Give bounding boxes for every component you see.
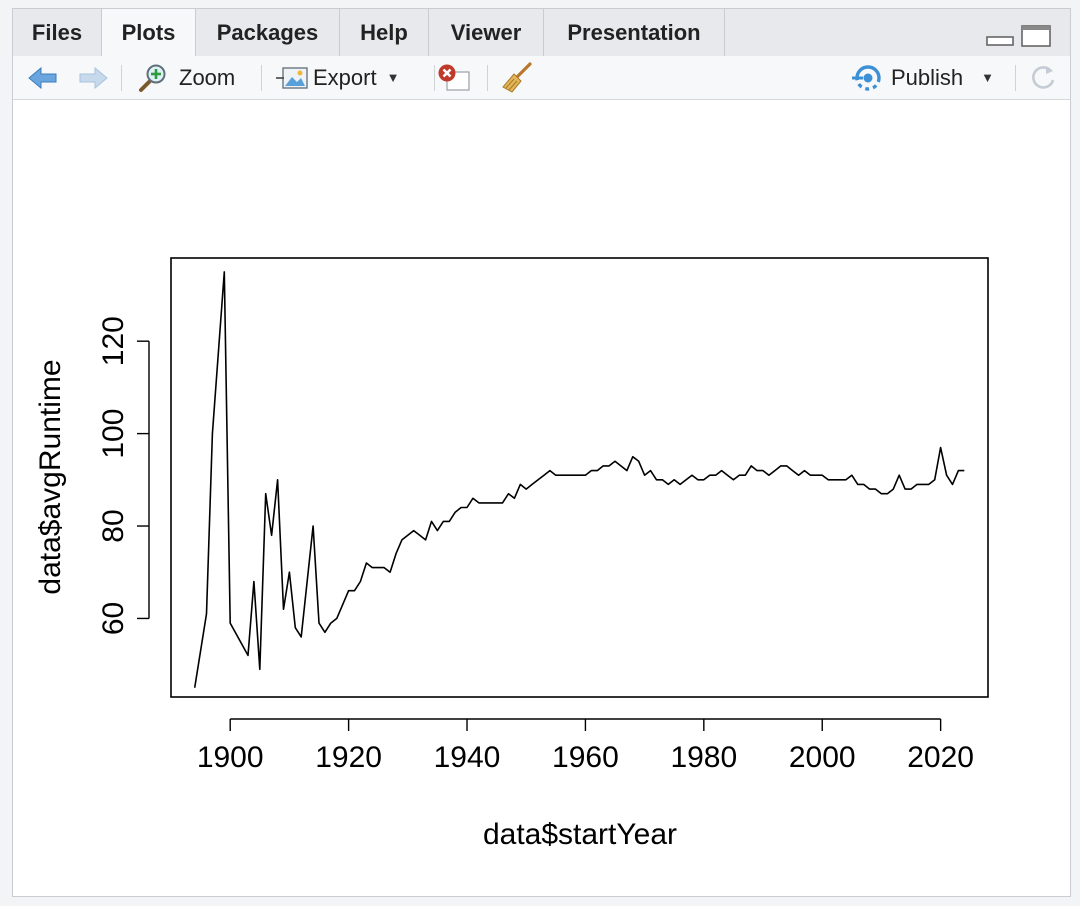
y-tick-label: 100 (97, 409, 130, 459)
tab-packages[interactable]: Packages (196, 9, 340, 56)
export-image-icon (276, 66, 308, 89)
publish-button[interactable]: Publish ▼ (851, 56, 994, 99)
line-chart: 1900 1920 1940 1960 1980 2000 2020 60 80 100 120 d… (34, 257, 989, 851)
remove-plot-icon (438, 64, 470, 91)
tab-viewer[interactable]: Viewer (429, 9, 544, 56)
arrow-left-icon (28, 66, 57, 89)
tab-presentation[interactable]: Presentation (544, 9, 725, 56)
plot-box (170, 257, 989, 698)
plots-toolbar: Zoom Export ▼ (13, 56, 1070, 100)
chart-axes: 1900 1920 1940 1960 1980 2000 2020 60 80 100 120 (97, 257, 989, 774)
toolbar-divider (121, 65, 122, 91)
broom-icon (502, 61, 532, 93)
clear-all-plots-button[interactable] (500, 56, 534, 99)
toolbar-divider (487, 65, 488, 91)
minimize-pane-icon[interactable] (986, 25, 1016, 47)
zoom-label: Zoom (179, 64, 236, 90)
tab-bar: Files Plots Packages Help Viewer Present… (13, 9, 1070, 57)
chevron-down-icon: ▼ (386, 70, 400, 85)
tab-help[interactable]: Help (340, 9, 429, 56)
y-tick-label: 60 (97, 602, 130, 635)
y-axis-label: data$avgRuntime (34, 359, 67, 594)
back-button[interactable] (27, 56, 59, 99)
chevron-down-icon: ▼ (981, 70, 995, 85)
series-line (193, 271, 965, 688)
zoom-button[interactable]: Zoom (137, 56, 235, 99)
x-tick-label: 1920 (315, 741, 382, 774)
y-tick-label: 80 (97, 509, 130, 542)
x-tick-label: 2000 (789, 741, 856, 774)
plots-pane: Files Plots Packages Help Viewer Present… (12, 8, 1071, 897)
x-axis-label: data$startYear (483, 818, 677, 851)
x-tick-label: 1900 (197, 741, 264, 774)
arrow-right-icon (79, 66, 108, 89)
tab-files[interactable]: Files (13, 9, 102, 56)
magnifier-icon (139, 64, 166, 92)
tab-plots[interactable]: Plots (102, 9, 196, 57)
refresh-icon (1032, 65, 1055, 89)
publish-icon (852, 64, 881, 91)
remove-plot-button[interactable] (436, 56, 472, 99)
forward-button[interactable] (77, 56, 109, 99)
toolbar-divider (434, 65, 435, 91)
export-button[interactable]: Export ▼ (275, 56, 399, 99)
publish-label: Publish (891, 64, 964, 90)
refresh-button[interactable] (1027, 56, 1059, 99)
x-tick-label: 2020 (907, 741, 974, 774)
y-tick-label: 120 (97, 316, 130, 366)
x-tick-label: 1940 (434, 741, 501, 774)
plot-viewer: 1900 1920 1940 1960 1980 2000 2020 60 80 100 120 d… (13, 100, 1070, 896)
x-tick-label: 1960 (552, 741, 619, 774)
toolbar-divider (1015, 65, 1016, 91)
export-label: Export (313, 64, 377, 90)
maximize-pane-icon[interactable] (1021, 25, 1053, 47)
toolbar-divider (261, 65, 262, 91)
x-tick-label: 1980 (670, 741, 737, 774)
